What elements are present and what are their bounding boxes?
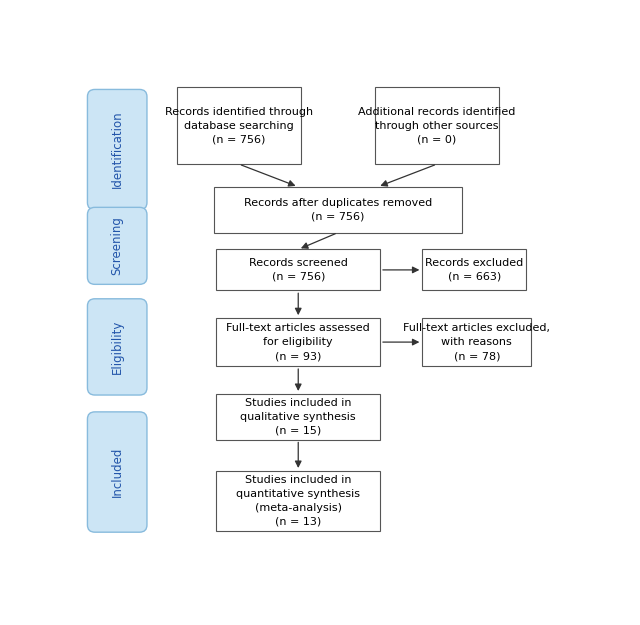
FancyBboxPatch shape [88, 208, 147, 284]
Text: Records screened
(n = 756): Records screened (n = 756) [249, 258, 348, 282]
Text: Additional records identified
through other sources
(n = 0): Additional records identified through ot… [358, 106, 516, 144]
Text: Included: Included [111, 447, 124, 498]
FancyBboxPatch shape [375, 87, 499, 164]
Text: Screening: Screening [111, 216, 124, 275]
FancyBboxPatch shape [216, 318, 380, 366]
FancyBboxPatch shape [216, 249, 380, 291]
FancyBboxPatch shape [88, 299, 147, 395]
FancyBboxPatch shape [88, 89, 147, 210]
Text: Full-text articles excluded,
with reasons
(n = 78): Full-text articles excluded, with reason… [403, 323, 550, 361]
Text: Records identified through
database searching
(n = 756): Records identified through database sear… [164, 106, 313, 144]
FancyBboxPatch shape [216, 394, 380, 439]
FancyBboxPatch shape [422, 318, 531, 366]
Text: Full-text articles assessed
for eligibility
(n = 93): Full-text articles assessed for eligibil… [227, 323, 370, 361]
FancyBboxPatch shape [88, 412, 147, 532]
Text: Eligibility: Eligibility [111, 320, 124, 374]
Text: Records after duplicates removed
(n = 756): Records after duplicates removed (n = 75… [244, 198, 432, 222]
Text: Identification: Identification [111, 111, 124, 188]
Text: Studies included in
quantitative synthesis
(meta-analysis)
(n = 13): Studies included in quantitative synthes… [236, 475, 360, 527]
FancyBboxPatch shape [177, 87, 301, 164]
FancyBboxPatch shape [422, 249, 527, 291]
Text: Studies included in
qualitative synthesis
(n = 15): Studies included in qualitative synthesi… [241, 398, 356, 436]
Text: Records excluded
(n = 663): Records excluded (n = 663) [425, 258, 524, 282]
FancyBboxPatch shape [214, 187, 462, 232]
FancyBboxPatch shape [216, 471, 380, 531]
